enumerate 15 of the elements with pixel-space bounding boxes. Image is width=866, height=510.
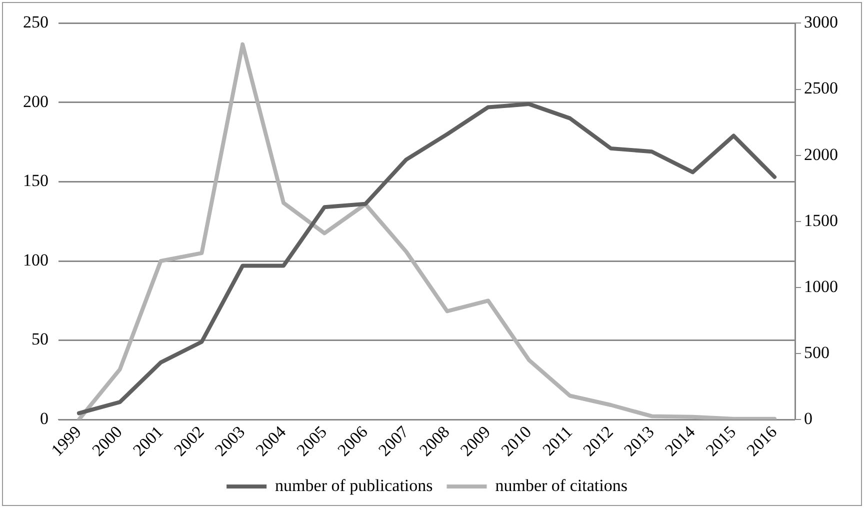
y-tick-label: 250 bbox=[23, 12, 48, 32]
y2-tick-label: 1500 bbox=[804, 210, 838, 230]
y-tick-label: 150 bbox=[23, 171, 48, 190]
y-tick-label: 200 bbox=[23, 92, 48, 111]
legend-label: number of publications bbox=[275, 476, 433, 495]
y-tick-label: 50 bbox=[32, 330, 48, 349]
y-tick-label: 0 bbox=[40, 409, 48, 428]
y2-tick-label: 1000 bbox=[804, 276, 838, 296]
y2-tick-label: 2500 bbox=[804, 78, 838, 98]
y2-tick-label: 0 bbox=[804, 409, 812, 428]
y2-tick-label: 500 bbox=[804, 342, 830, 362]
y2-tick-label: 2000 bbox=[804, 144, 838, 164]
y2-tick-label: 3000 bbox=[804, 12, 838, 32]
legend-label: number of citations bbox=[495, 476, 628, 495]
y-tick-label: 100 bbox=[23, 250, 48, 270]
